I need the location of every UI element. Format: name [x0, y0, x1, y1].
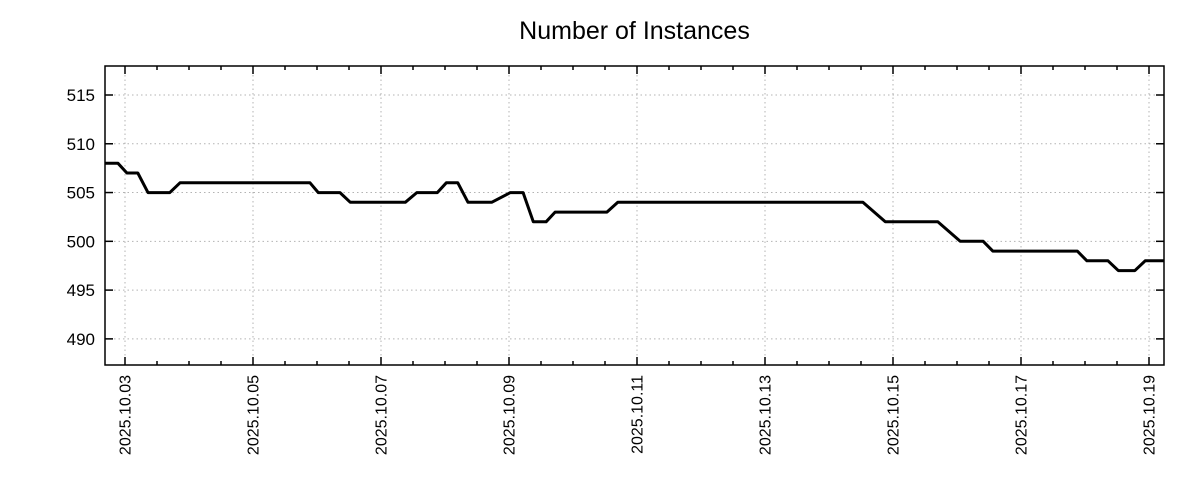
x-tick-label: 2025.10.05: [246, 375, 263, 455]
plot-border: [104, 65, 1165, 366]
x-tick-label: 2025.10.09: [502, 375, 519, 455]
x-tick-label: 2025.10.19: [1142, 375, 1159, 455]
x-tick-label: 2025.10.13: [758, 375, 775, 455]
y-tick-label: 500: [67, 232, 95, 251]
y-tick-label: 505: [67, 184, 95, 203]
x-tick-label: 2025.10.17: [1014, 375, 1031, 455]
y-tick-label: 510: [67, 135, 95, 154]
y-tick-label: 495: [67, 281, 95, 300]
chart-title: Number of Instances: [519, 17, 750, 45]
x-tick-label: 2025.10.11: [630, 375, 647, 454]
x-tick-label: 2025.10.03: [118, 375, 135, 455]
y-tick-label: 515: [67, 86, 95, 105]
x-tick-label: 2025.10.07: [374, 375, 391, 455]
y-tick-label: 490: [67, 330, 95, 349]
x-tick-label: 2025.10.15: [886, 375, 903, 455]
series-line: [105, 161, 1164, 273]
